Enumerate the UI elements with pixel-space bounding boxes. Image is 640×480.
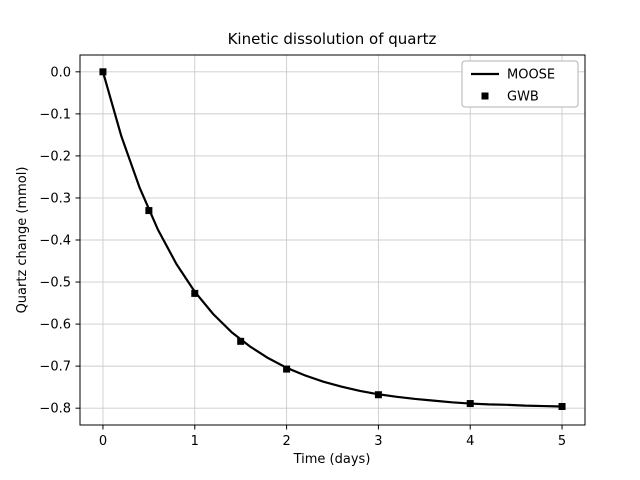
data-series-layer bbox=[99, 68, 566, 410]
chart-title: Kinetic dissolution of quartz bbox=[228, 30, 437, 48]
series-marker-gwb bbox=[374, 391, 382, 399]
y-tick-label: −0.8 bbox=[39, 402, 71, 417]
y-axis-label: Quartz change (mmol) bbox=[15, 167, 30, 314]
series-marker-gwb bbox=[237, 337, 245, 345]
tick-layer: 0 1 2 3 4 5 0.0 −0.1 −0.2 −0.3 −0.4 −0.5 −0.6 −0.7 −0.… bbox=[39, 65, 566, 449]
series-line-moose bbox=[101, 70, 564, 408]
series-marker-gwb bbox=[283, 365, 291, 373]
y-tick-label: 0.0 bbox=[50, 65, 71, 80]
y-tick-label: −0.6 bbox=[39, 318, 71, 333]
x-tick-label: 2 bbox=[282, 434, 290, 449]
y-tick-label: −0.2 bbox=[39, 149, 71, 164]
series-marker-gwb bbox=[99, 68, 107, 76]
legend-label-gwb: GWB bbox=[507, 90, 539, 105]
x-tick-label: 4 bbox=[466, 434, 474, 449]
series-marker-gwb bbox=[145, 207, 153, 215]
legend-box bbox=[461, 60, 579, 108]
x-tick-label: 5 bbox=[558, 434, 566, 449]
x-tick-label: 0 bbox=[99, 434, 107, 449]
y-tick-label: −0.3 bbox=[39, 191, 71, 206]
legend-label-moose: MOOSE bbox=[507, 68, 555, 83]
x-tick-label: 3 bbox=[374, 434, 382, 449]
y-tick-label: −0.1 bbox=[39, 107, 71, 122]
legend-marker-sample bbox=[481, 92, 489, 100]
legend: MOOSE GWB bbox=[461, 60, 579, 108]
series-marker-gwb bbox=[558, 403, 566, 410]
y-tick-label: −0.4 bbox=[39, 234, 71, 249]
y-tick-label: −0.7 bbox=[39, 360, 71, 375]
grid-layer bbox=[80, 55, 585, 425]
series-marker-gwb bbox=[466, 400, 474, 408]
x-axis-label: Time (days) bbox=[293, 452, 371, 467]
series-marker-gwb bbox=[191, 289, 199, 297]
y-tick-label: −0.5 bbox=[39, 276, 71, 291]
x-tick-label: 1 bbox=[191, 434, 199, 449]
